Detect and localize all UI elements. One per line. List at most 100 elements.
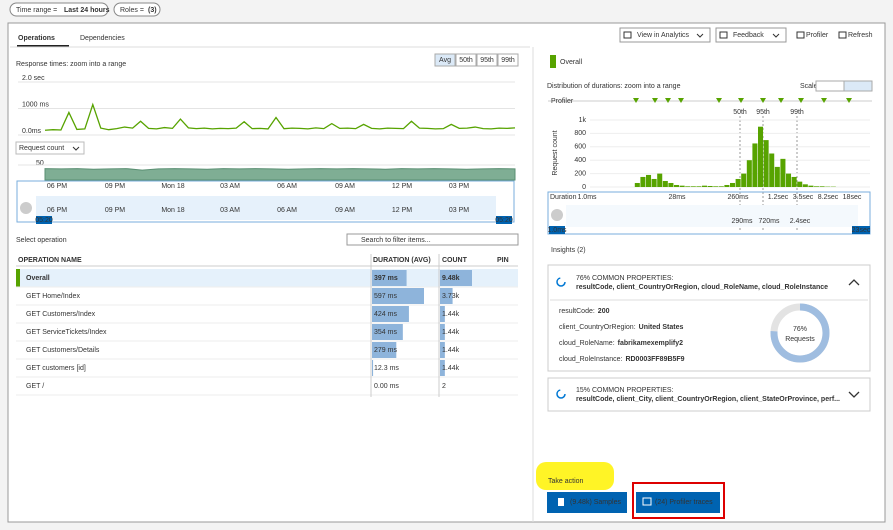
axis-title: Request count: [552, 130, 559, 175]
range-handle[interactable]: [20, 202, 32, 214]
duration-value: 0.00 ms: [374, 383, 399, 390]
histogram-bar: [651, 178, 657, 187]
dropdown-label[interactable]: Request count: [19, 145, 64, 152]
filter-pill[interactable]: [9, 2, 109, 17]
count-value: 3.73k: [442, 293, 460, 300]
histogram-bar: [735, 178, 741, 187]
y-tick-label: 0: [582, 184, 586, 191]
tab[interactable]: Dependencies: [80, 35, 125, 42]
chart-title: Response times: zoom into a range: [16, 61, 126, 68]
time-label: Mon 18: [161, 207, 184, 214]
x-tick-label: 18sec: [843, 194, 862, 201]
percentile-label: 50th: [459, 57, 473, 64]
chevron[interactable]: [848, 279, 860, 286]
scale-toggle[interactable]: [843, 80, 873, 92]
count-value: 9.48k: [442, 275, 460, 282]
time-label: 12 PM: [392, 183, 412, 190]
histogram-bar: [718, 186, 724, 187]
histogram-bar: [724, 184, 730, 187]
percentile-label: 50th: [733, 109, 747, 116]
operation-name[interactable]: GET Home/Index: [26, 293, 80, 300]
toolbar-button[interactable]: Profiler: [806, 32, 829, 39]
scale-toggle[interactable]: [815, 80, 845, 92]
histogram-bar: [808, 185, 814, 187]
tab[interactable]: Operations: [18, 35, 55, 42]
range-end: [852, 226, 870, 234]
percentile-button[interactable]: [476, 53, 498, 67]
action-button[interactable]: [636, 492, 720, 513]
percentile-button[interactable]: [497, 53, 519, 67]
profiler-marker[interactable]: [760, 98, 766, 103]
insight-heading: 76% COMMON PROPERTIES:: [576, 275, 674, 282]
range-selector: [547, 191, 871, 235]
property-key: cloud_RoleName:: [559, 340, 615, 347]
operation-name[interactable]: GET ServiceTickets/Index: [26, 329, 107, 336]
range-label: 23sec: [852, 227, 871, 234]
profiler-marker[interactable]: [665, 98, 671, 103]
filter-pill[interactable]: [113, 2, 161, 17]
dropdown[interactable]: [15, 141, 85, 155]
histogram-bar: [713, 186, 719, 187]
operation-name[interactable]: Overall: [26, 275, 50, 282]
chevron: [696, 33, 704, 38]
profiler-marker[interactable]: [798, 98, 804, 103]
histogram-bar: [746, 160, 752, 187]
overall-marker: [550, 55, 556, 68]
toolbar-button[interactable]: Refresh: [848, 32, 873, 39]
histogram-bar: [797, 181, 803, 187]
section-title: Select operation: [16, 237, 67, 244]
operation-name[interactable]: GET customers [id]: [26, 365, 86, 372]
y-tick-label: 50: [36, 160, 44, 167]
filter-label: Time range =: [16, 7, 57, 14]
profiler-marker[interactable]: [738, 98, 744, 103]
operation-name[interactable]: GET Customers/Index: [26, 311, 96, 318]
profiler-marker[interactable]: [652, 98, 658, 103]
duration-bar: [372, 306, 409, 322]
range-handle[interactable]: [551, 209, 563, 221]
percentile-button[interactable]: [455, 53, 477, 67]
button-label[interactable]: (24) Profiler traces: [655, 499, 713, 506]
profiler-marker[interactable]: [678, 98, 684, 103]
duration-bar: [372, 342, 397, 358]
range-selection: [36, 196, 496, 220]
profiler-marker[interactable]: [778, 98, 784, 103]
count-bar: [440, 342, 445, 358]
spinner-icon: [556, 389, 566, 399]
duration-bar: [372, 288, 424, 304]
percentile-button[interactable]: [434, 53, 456, 67]
histogram-bar: [685, 186, 691, 187]
x-tick-label: 8.2sec: [818, 194, 839, 201]
operation-name[interactable]: GET /: [26, 383, 44, 390]
profiler-marker[interactable]: [821, 98, 827, 103]
overall-label: Overall: [560, 59, 583, 66]
profiler-marker[interactable]: [846, 98, 852, 103]
chevron[interactable]: [848, 391, 860, 398]
toolbar-button[interactable]: View in Analytics: [637, 32, 690, 39]
range-label: 2.4sec: [790, 218, 811, 225]
button-label[interactable]: (9.48k) Samples: [570, 499, 621, 506]
toolbar-button[interactable]: Feedback: [733, 32, 764, 39]
duration-bar: [372, 270, 407, 286]
dropdown[interactable]: [715, 27, 787, 43]
insight-card[interactable]: [547, 377, 871, 412]
count-value: 1.44k: [442, 311, 460, 318]
range-end: [549, 226, 565, 234]
operation-name[interactable]: GET Customers/Details: [26, 347, 100, 354]
chevron: [72, 146, 80, 151]
profiler-marker[interactable]: [633, 98, 639, 103]
action-button[interactable]: [547, 492, 627, 513]
insight-properties: resultCode, client_CountryOrRegion, clou…: [576, 284, 828, 291]
histogram-bar: [819, 186, 825, 187]
count-bar: [440, 324, 445, 340]
search-box[interactable]: [346, 233, 519, 246]
range-label: 05:20: [35, 217, 53, 224]
count-value: 2: [442, 383, 446, 390]
histogram-bar: [640, 176, 646, 187]
x-tick-label: 260ms: [727, 194, 749, 201]
dropdown[interactable]: [619, 27, 711, 43]
profiler-marker[interactable]: [716, 98, 722, 103]
duration-value: 12.3 ms: [374, 365, 399, 372]
property-value: RD0003FF89B5F9: [625, 356, 684, 363]
section-title: Insights (2): [551, 247, 586, 254]
